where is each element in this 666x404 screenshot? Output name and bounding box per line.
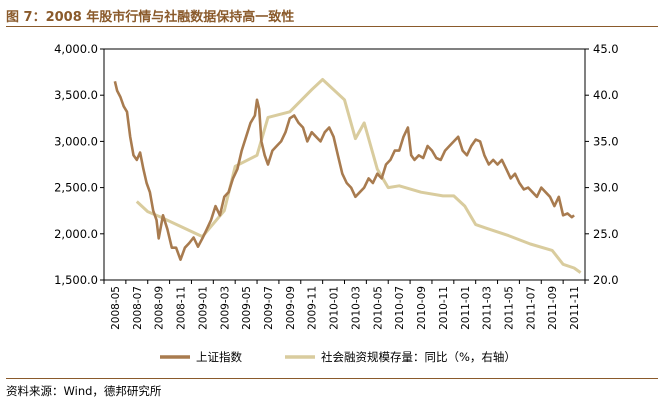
left-axis-tick-label: 2,500.0 — [54, 181, 98, 195]
title-rule — [6, 26, 658, 27]
x-axis-tick-label: 2010-05 — [372, 286, 384, 330]
x-axis-tick-label: 2011-09 — [547, 286, 559, 330]
x-axis-tick-label: 2009-07 — [263, 286, 275, 330]
x-axis-tick-label: 2009-03 — [219, 286, 231, 330]
x-axis-tick-label: 2008-07 — [132, 286, 144, 330]
right-axis-tick-label: 25.0 — [593, 227, 619, 241]
chart: 1,500.0 2,000.0 2,500.0 3,000.0 3,500.0 4,000… — [54, 42, 619, 364]
x-axis-tick-label: 2009-01 — [197, 286, 209, 330]
x-axis-tick-label: 2009-11 — [307, 286, 319, 330]
right-axis-tick-label: 40.0 — [593, 88, 619, 102]
x-axis-tick-label: 2010-09 — [416, 286, 428, 330]
left-axis-tick-label: 3,000.0 — [54, 134, 98, 148]
x-axis-tick-label: 2008-09 — [154, 286, 166, 330]
plot-frame — [103, 48, 586, 281]
x-axis-tick-label: 2011-01 — [460, 286, 472, 330]
right-axis-tick-label: 30.0 — [593, 181, 619, 195]
right-axis-tick-label: 35.0 — [593, 134, 619, 148]
x-axis-tick-label: 2008-05 — [110, 286, 122, 330]
x-axis-tick-label: 2010-11 — [438, 286, 450, 330]
legend-label-social-financing: 社会融资规模存量：同比（%，右轴） — [321, 350, 516, 364]
left-axis-tick-label: 4,000.0 — [54, 42, 98, 56]
right-axis-tick-label: 20.0 — [593, 273, 619, 287]
source-note: 资料来源：Wind，德邦研究所 — [6, 384, 162, 398]
x-axis-tick-label: 2011-11 — [569, 286, 581, 330]
x-axis-tick-label: 2011-05 — [503, 286, 515, 330]
left-axis-tick-label: 3,500.0 — [54, 88, 98, 102]
x-axis-tick-label: 2011-03 — [482, 286, 494, 330]
left-axis-tick-label: 2,000.0 — [54, 227, 98, 241]
x-axis-tick-label: 2010-01 — [329, 286, 341, 330]
footer-rule — [6, 378, 658, 379]
right-axis-tick-label: 45.0 — [593, 42, 619, 56]
left-axis-tick-label: 1,500.0 — [54, 273, 98, 287]
x-axis-tick-label: 2010-03 — [350, 286, 362, 330]
x-axis-tick-label: 2008-11 — [176, 286, 188, 330]
x-axis-tick-label: 2011-07 — [525, 286, 537, 330]
figure-title: 图 7：2008 年股市行情与社融数据保持高一致性 — [6, 10, 295, 25]
x-axis-tick-label: 2009-05 — [241, 286, 253, 330]
x-axis-tick-label: 2010-07 — [394, 286, 406, 330]
x-axis-tick-label: 2009-09 — [285, 286, 297, 330]
legend-label-shanghai-index: 上证指数 — [196, 350, 242, 364]
series-line-shanghai-index — [113, 81, 575, 262]
